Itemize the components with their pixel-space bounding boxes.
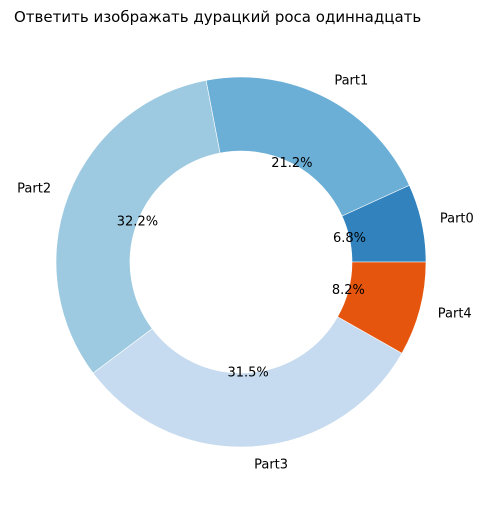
chart-title: Ответить изображать дурацкий роса одинна… [14, 8, 422, 26]
category-label-part2: Part2 [17, 181, 51, 196]
category-label-part3: Part3 [254, 458, 288, 473]
value-label-part0: 6.8% [333, 231, 366, 246]
donut-slices [55, 76, 427, 448]
category-label-part4: Part4 [438, 306, 472, 321]
value-label-part4: 8.2% [332, 283, 365, 298]
category-label-part0: Part0 [440, 211, 474, 226]
donut-labels: Part0 6.8% Part1 21.2% Part2 32.2% Part3 31.5% P… [17, 74, 474, 473]
value-label-part1: 21.2% [271, 156, 312, 171]
slice-part1 [205, 76, 410, 217]
slice-part2 [55, 79, 221, 374]
value-label-part3: 31.5% [227, 365, 268, 380]
value-label-part2: 32.2% [117, 215, 158, 230]
category-label-part1: Part1 [334, 74, 368, 89]
slice-part3 [92, 316, 403, 448]
slice-part4 [337, 261, 427, 354]
